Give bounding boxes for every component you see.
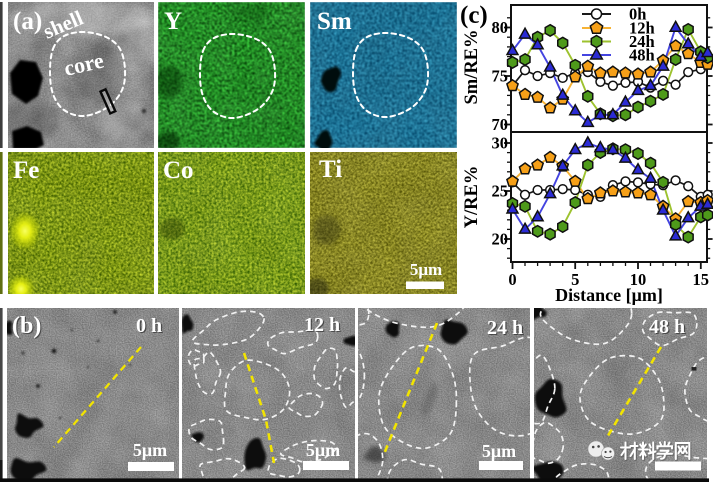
svg-text:0 h: 0 h <box>137 316 163 338</box>
svg-text:(a): (a) <box>13 8 42 35</box>
svg-text:24h: 24h <box>629 32 655 51</box>
svg-text:5: 5 <box>571 270 579 289</box>
svg-text:48h: 48h <box>629 46 655 65</box>
svg-text:0h: 0h <box>629 5 646 24</box>
svg-text:5μm: 5μm <box>482 441 516 461</box>
svg-text:5μm: 5μm <box>306 440 340 460</box>
svg-text:(b): (b) <box>13 314 42 340</box>
svg-text:12 h: 12 h <box>305 315 341 337</box>
svg-text:Y: Y <box>164 8 182 35</box>
svg-text:12 h: 12 h <box>304 314 340 336</box>
svg-text:(c): (c) <box>460 2 488 29</box>
svg-text:5μm: 5μm <box>133 440 167 460</box>
svg-text:48 h: 48 h <box>649 316 685 338</box>
svg-text:15: 15 <box>693 270 710 289</box>
svg-text:24 h: 24 h <box>487 317 523 339</box>
svg-text:Ti: Ti <box>319 156 342 183</box>
svg-text:Y/RE%: Y/RE% <box>462 166 482 229</box>
svg-text:Sm/RE%: Sm/RE% <box>462 29 482 104</box>
svg-text:25: 25 <box>492 182 509 201</box>
svg-text:75: 75 <box>492 67 509 86</box>
svg-text:0: 0 <box>508 270 516 289</box>
svg-text:(b): (b) <box>12 313 41 339</box>
svg-text:Distance [μm]: Distance [μm] <box>555 285 663 305</box>
svg-text:Co: Co <box>163 157 194 184</box>
svg-text:30: 30 <box>492 134 509 153</box>
svg-text:48 h: 48 h <box>650 317 686 339</box>
svg-text:Fe: Fe <box>13 157 39 184</box>
svg-text:Sm: Sm <box>317 8 352 35</box>
svg-text:10: 10 <box>630 270 647 289</box>
svg-text:20: 20 <box>492 230 509 249</box>
svg-text:70: 70 <box>492 115 509 134</box>
svg-text:0 h: 0 h <box>136 315 162 337</box>
svg-text:80: 80 <box>492 18 509 37</box>
svg-text:24 h: 24 h <box>488 318 524 340</box>
svg-text:12h: 12h <box>629 19 655 38</box>
svg-text:5μm: 5μm <box>410 260 442 279</box>
